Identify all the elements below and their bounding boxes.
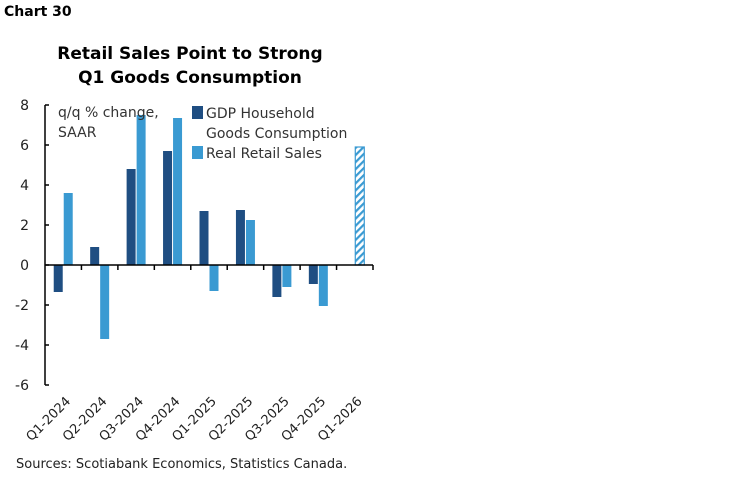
bar-retail: [318, 265, 328, 306]
bar-retail: [282, 265, 292, 287]
chart-number: Chart 30: [4, 4, 72, 20]
bar-gdp: [235, 210, 245, 265]
bar-retail: [136, 115, 146, 265]
y-axis-label: q/q % change,: [58, 105, 159, 121]
legend-label: Real Retail Sales: [206, 146, 322, 162]
bar-gdp: [272, 265, 282, 297]
legend-label: GDP Household: [206, 106, 315, 122]
bar-retail: [100, 265, 110, 339]
bar-retail: [209, 265, 219, 291]
y-tick-label: 2: [20, 218, 29, 234]
chart-title-line: Q1 Goods Consumption: [78, 68, 302, 88]
bar-gdp: [199, 211, 209, 265]
y-tick-label: 0: [20, 258, 29, 274]
bar-gdp: [163, 151, 173, 265]
y-tick-label: -6: [15, 378, 29, 394]
y-tick-label: 4: [20, 178, 29, 194]
bar-gdp: [90, 247, 100, 265]
legend-swatch: [192, 106, 203, 119]
bar-retail: [173, 118, 183, 265]
bar-gdp: [53, 265, 63, 292]
bar-retail: [63, 193, 73, 265]
y-tick-label: -4: [15, 338, 29, 354]
bar-gdp: [308, 265, 318, 284]
chart-title-line: Retail Sales Point to Strong: [57, 44, 323, 64]
chart-title: Retail Sales Point to Strong Q1 Goods Co…: [30, 42, 350, 90]
bar-retail: [245, 220, 255, 265]
y-tick-label: 8: [20, 98, 29, 114]
legend-label: Goods Consumption: [206, 126, 347, 142]
bar-gdp: [126, 169, 136, 265]
y-axis-label: SAAR: [58, 125, 97, 141]
legend-swatch: [192, 146, 203, 159]
bar-retail: [354, 146, 365, 266]
y-tick-label: -2: [15, 298, 29, 314]
source-note: Sources: Scotiabank Economics, Statistic…: [16, 457, 348, 472]
y-tick-label: 6: [20, 138, 29, 154]
